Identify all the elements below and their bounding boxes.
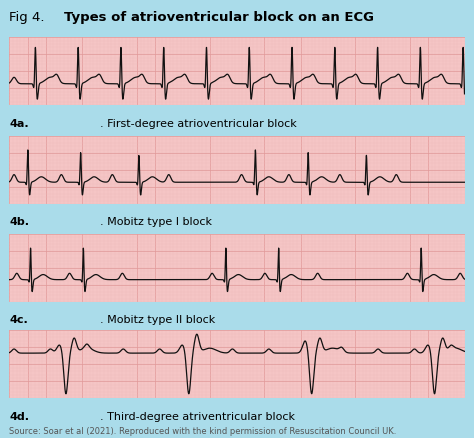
Text: . Mobitz type II block: . Mobitz type II block [100,314,216,325]
Text: Fig 4.: Fig 4. [9,11,49,24]
Text: Source: Soar et al (2021). Reproduced with the kind permission of Resuscitation : Source: Soar et al (2021). Reproduced wi… [9,426,397,435]
Text: . Mobitz type I block: . Mobitz type I block [100,217,212,227]
Text: 4d.: 4d. [9,411,29,421]
Text: 4b.: 4b. [9,217,29,227]
Text: . First-degree atrioventricular block: . First-degree atrioventricular block [100,118,297,128]
Text: 4c.: 4c. [9,314,28,325]
Text: 4a.: 4a. [9,118,29,128]
Text: . Third-degree atriventricular block: . Third-degree atriventricular block [100,411,295,421]
Text: Types of atrioventricular block on an ECG: Types of atrioventricular block on an EC… [64,11,374,24]
